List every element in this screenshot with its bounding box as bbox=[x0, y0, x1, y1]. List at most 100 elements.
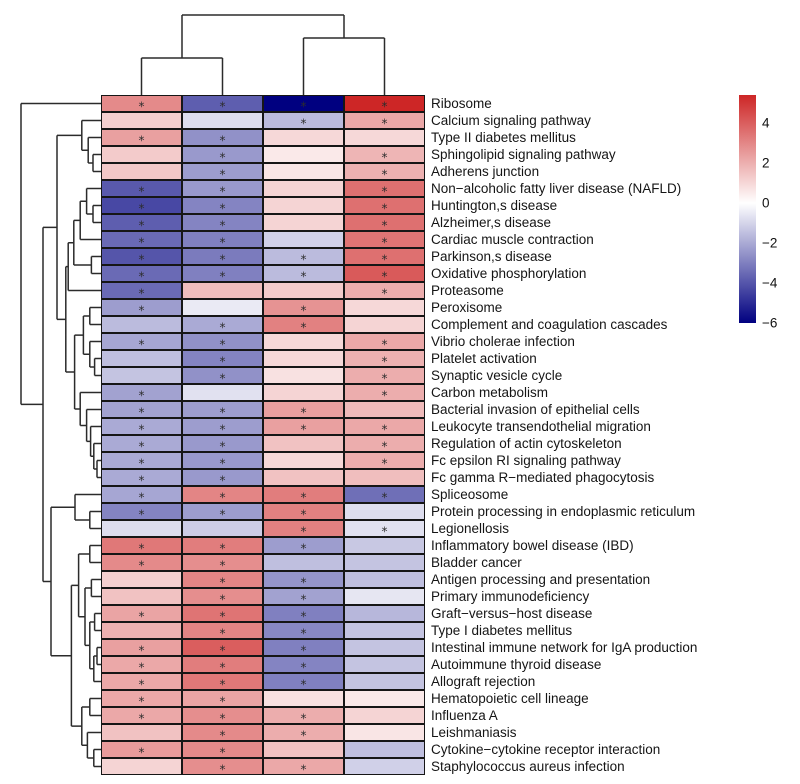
heatmap-cell: * bbox=[263, 503, 344, 521]
heatmap-cell: * bbox=[344, 180, 425, 198]
significance-star: * bbox=[219, 575, 226, 589]
heatmap-cell bbox=[344, 503, 425, 520]
heatmap-cell: * bbox=[101, 197, 182, 215]
heatmap-cell: * bbox=[182, 503, 263, 521]
significance-star: * bbox=[381, 269, 388, 283]
significance-star: * bbox=[381, 439, 388, 453]
heatmap-cell: * bbox=[101, 503, 182, 521]
heatmap-cell bbox=[263, 231, 344, 248]
heatmap-cell bbox=[263, 163, 344, 180]
significance-star: * bbox=[381, 218, 388, 232]
heatmap-cell bbox=[101, 520, 182, 537]
heatmap-cell bbox=[344, 724, 425, 741]
heatmap-cell: * bbox=[263, 639, 344, 657]
significance-star: * bbox=[300, 575, 307, 589]
heatmap-cell: * bbox=[182, 639, 263, 657]
heatmap-cell bbox=[263, 384, 344, 401]
significance-star: * bbox=[219, 541, 226, 555]
significance-star: * bbox=[300, 643, 307, 657]
heatmap-cell: * bbox=[344, 282, 425, 300]
heatmap-cell bbox=[263, 554, 344, 571]
heatmap-cell: * bbox=[182, 469, 263, 487]
heatmap-cell: * bbox=[101, 180, 182, 198]
heatmap-cell bbox=[263, 452, 344, 469]
significance-star: * bbox=[138, 235, 145, 249]
heatmap-cell bbox=[263, 197, 344, 214]
row-label: Antigen processing and presentation bbox=[431, 572, 651, 587]
significance-star: * bbox=[219, 677, 226, 691]
heatmap-cell: * bbox=[101, 469, 182, 487]
heatmap-cell: * bbox=[263, 707, 344, 725]
row-label: Ribosome bbox=[431, 96, 492, 111]
significance-star: * bbox=[219, 439, 226, 453]
heatmap-cell: * bbox=[263, 758, 344, 776]
row-label: Leishmaniasis bbox=[431, 725, 517, 740]
heatmap-cell: * bbox=[182, 350, 263, 368]
heatmap-cell: * bbox=[182, 758, 263, 776]
heatmap-cell bbox=[182, 384, 263, 401]
significance-star: * bbox=[219, 405, 226, 419]
heatmap-cell: * bbox=[182, 316, 263, 334]
significance-star: * bbox=[300, 592, 307, 606]
significance-star: * bbox=[300, 762, 307, 776]
heatmap-cell bbox=[263, 367, 344, 384]
heatmap-cell: * bbox=[182, 367, 263, 385]
heatmap-cell bbox=[344, 571, 425, 588]
heatmap-grid: * * * * * * * * * * * * * * * * * * * * * * * * * * * * * * * * * * * * * * * *… bbox=[101, 95, 425, 776]
significance-star: * bbox=[219, 167, 226, 181]
heatmap-cell: * bbox=[263, 265, 344, 283]
significance-star: * bbox=[300, 99, 307, 113]
row-label: Huntington,s disease bbox=[431, 198, 558, 213]
heatmap-cell bbox=[101, 163, 182, 180]
legend-tick-label: 4 bbox=[762, 115, 770, 131]
significance-star: * bbox=[300, 609, 307, 623]
heatmap-cell: * bbox=[263, 724, 344, 742]
heatmap-cell: * bbox=[101, 265, 182, 283]
heatmap-cell: * bbox=[182, 265, 263, 283]
significance-star: * bbox=[381, 337, 388, 351]
row-dendrogram bbox=[20, 102, 101, 768]
heatmap-cell: * bbox=[182, 622, 263, 640]
significance-star: * bbox=[381, 354, 388, 368]
significance-star: * bbox=[138, 337, 145, 351]
heatmap-cell: * bbox=[101, 537, 182, 555]
significance-star: * bbox=[300, 303, 307, 317]
heatmap-cell bbox=[263, 333, 344, 350]
significance-star: * bbox=[138, 507, 145, 521]
heatmap-cell: * bbox=[101, 486, 182, 504]
row-label: Fc gamma R−mediated phagocytosis bbox=[431, 470, 655, 485]
heatmap-cell bbox=[101, 758, 182, 775]
heatmap-cell: * bbox=[182, 146, 263, 164]
heatmap-cell bbox=[263, 435, 344, 452]
heatmap-cell: * bbox=[182, 197, 263, 215]
row-label: Spliceosome bbox=[431, 487, 509, 502]
significance-star: * bbox=[219, 507, 226, 521]
row-label: Proteasome bbox=[431, 283, 504, 298]
heatmap-cell: * bbox=[263, 605, 344, 623]
heatmap-cell bbox=[344, 656, 425, 673]
heatmap-cell: * bbox=[101, 741, 182, 759]
significance-star: * bbox=[138, 541, 145, 555]
significance-star: * bbox=[219, 728, 226, 742]
row-label: Protein processing in endoplasmic reticu… bbox=[431, 504, 696, 519]
significance-star: * bbox=[138, 184, 145, 198]
row-label: Type I diabetes mellitus bbox=[431, 623, 573, 638]
row-label: Autoimmune thyroid disease bbox=[431, 657, 602, 672]
significance-star: * bbox=[381, 235, 388, 249]
significance-star: * bbox=[300, 269, 307, 283]
heatmap-cell: * bbox=[182, 656, 263, 674]
significance-star: * bbox=[219, 694, 226, 708]
row-label: Type II diabetes mellitus bbox=[431, 130, 576, 145]
significance-star: * bbox=[138, 609, 145, 623]
heatmap-cell: * bbox=[182, 435, 263, 453]
heatmap-cell: * bbox=[182, 741, 263, 759]
row-label: Carbon metabolism bbox=[431, 385, 549, 400]
heatmap-cell: * bbox=[344, 520, 425, 538]
significance-star: * bbox=[381, 524, 388, 538]
significance-star: * bbox=[219, 473, 226, 487]
heatmap-cell bbox=[344, 741, 425, 758]
row-label: Peroxisome bbox=[431, 300, 503, 315]
heatmap-cell: * bbox=[182, 452, 263, 470]
heatmap-cell: * bbox=[182, 248, 263, 266]
